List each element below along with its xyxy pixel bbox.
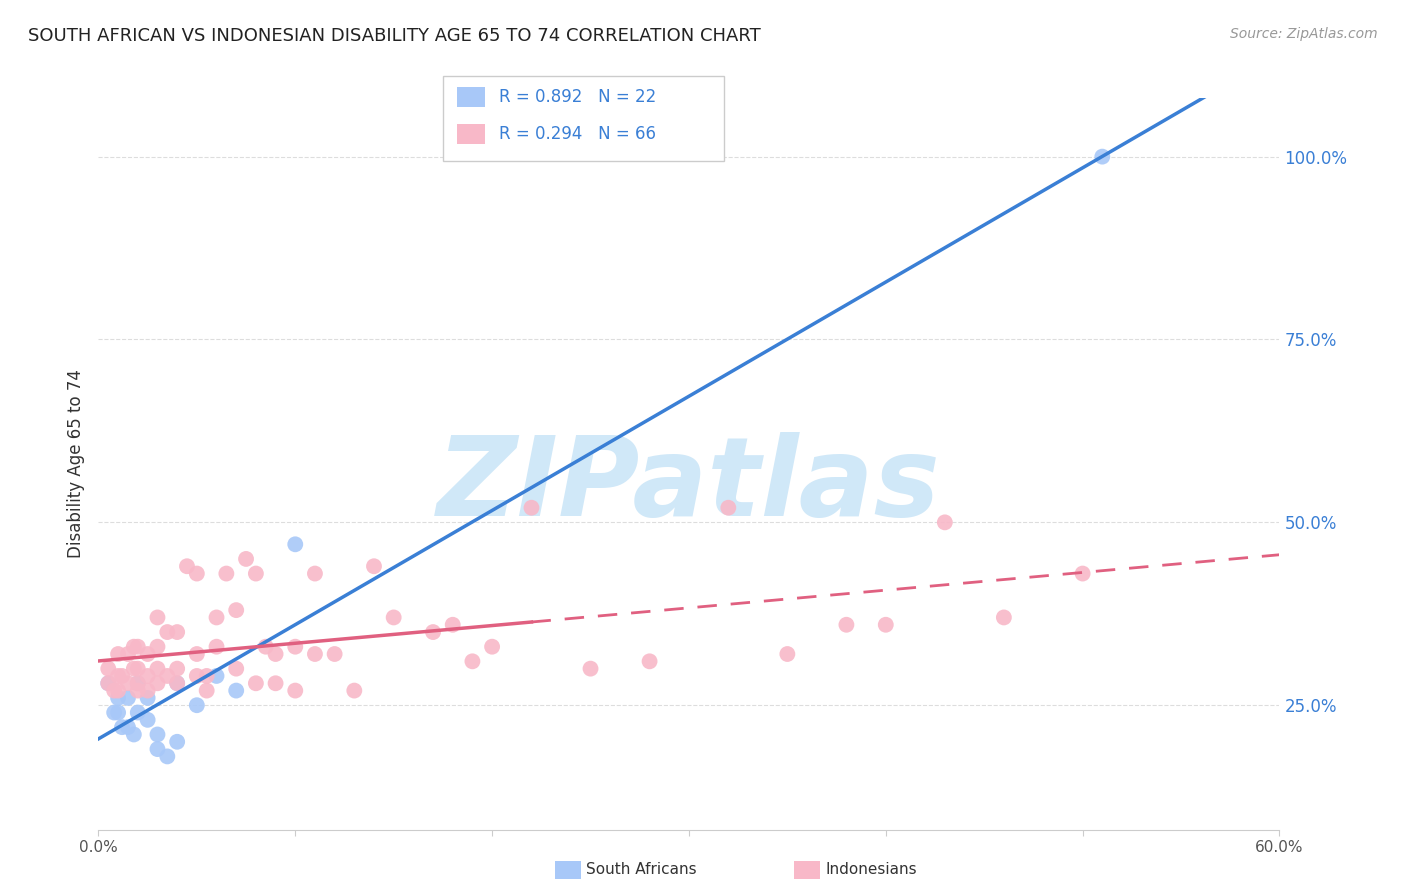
Point xyxy=(107,669,129,683)
Point xyxy=(166,735,188,749)
Point xyxy=(127,683,149,698)
Point xyxy=(122,640,145,654)
Point xyxy=(146,676,169,690)
Point xyxy=(103,706,125,720)
Point xyxy=(97,676,120,690)
Point xyxy=(111,669,134,683)
Point xyxy=(136,683,159,698)
Point xyxy=(245,566,267,581)
Point xyxy=(205,610,228,624)
Point xyxy=(441,617,464,632)
Point xyxy=(122,662,145,676)
Text: Source: ZipAtlas.com: Source: ZipAtlas.com xyxy=(1230,27,1378,41)
Point xyxy=(579,662,602,676)
Point xyxy=(284,640,307,654)
Point xyxy=(304,647,326,661)
Point xyxy=(127,662,149,676)
Point xyxy=(136,690,159,705)
Point xyxy=(382,610,405,624)
Point xyxy=(205,640,228,654)
Point xyxy=(284,683,307,698)
Point xyxy=(107,690,129,705)
Text: Indonesians: Indonesians xyxy=(825,863,917,877)
Text: South Africans: South Africans xyxy=(586,863,697,877)
Point xyxy=(520,500,543,515)
Point xyxy=(136,669,159,683)
Point xyxy=(107,706,129,720)
Point xyxy=(235,552,257,566)
Point xyxy=(166,662,188,676)
Point xyxy=(186,698,208,713)
Point xyxy=(127,676,149,690)
Point xyxy=(195,683,218,698)
Point xyxy=(323,647,346,661)
Point xyxy=(264,647,287,661)
Point xyxy=(481,640,503,654)
Point xyxy=(176,559,198,574)
Point xyxy=(136,713,159,727)
Point xyxy=(215,566,238,581)
Y-axis label: Disability Age 65 to 74: Disability Age 65 to 74 xyxy=(66,369,84,558)
Text: R = 0.892   N = 22: R = 0.892 N = 22 xyxy=(499,88,657,106)
Point xyxy=(304,566,326,581)
Point xyxy=(186,566,208,581)
Point xyxy=(934,516,956,530)
Point xyxy=(993,610,1015,624)
Point xyxy=(166,625,188,640)
Point xyxy=(156,749,179,764)
Point xyxy=(107,683,129,698)
Point xyxy=(146,610,169,624)
Point xyxy=(186,647,208,661)
Point xyxy=(166,676,188,690)
Text: ZIPatlas: ZIPatlas xyxy=(437,433,941,540)
Point xyxy=(195,669,218,683)
Point xyxy=(103,683,125,698)
Point xyxy=(97,676,120,690)
Point xyxy=(1091,150,1114,164)
Point xyxy=(284,537,307,551)
Text: R = 0.294   N = 66: R = 0.294 N = 66 xyxy=(499,125,657,143)
Point xyxy=(225,683,247,698)
Text: SOUTH AFRICAN VS INDONESIAN DISABILITY AGE 65 TO 74 CORRELATION CHART: SOUTH AFRICAN VS INDONESIAN DISABILITY A… xyxy=(28,27,761,45)
Point xyxy=(107,647,129,661)
Point xyxy=(225,603,247,617)
Point xyxy=(363,559,385,574)
Point xyxy=(146,662,169,676)
Point xyxy=(117,676,139,690)
Point xyxy=(225,662,247,676)
Point xyxy=(97,662,120,676)
Point xyxy=(186,669,208,683)
Point xyxy=(254,640,277,654)
Point xyxy=(127,676,149,690)
Point xyxy=(835,617,858,632)
Point xyxy=(422,625,444,640)
Point xyxy=(146,727,169,741)
Point xyxy=(717,500,740,515)
Point xyxy=(875,617,897,632)
Point xyxy=(146,640,169,654)
Point xyxy=(117,647,139,661)
Point xyxy=(343,683,366,698)
Point xyxy=(111,720,134,734)
Point xyxy=(638,654,661,668)
Point xyxy=(264,676,287,690)
Point xyxy=(136,647,159,661)
Point xyxy=(146,742,169,756)
Point xyxy=(156,625,179,640)
Point xyxy=(166,676,188,690)
Point xyxy=(205,669,228,683)
Point xyxy=(245,676,267,690)
Point xyxy=(127,706,149,720)
Point xyxy=(122,727,145,741)
Point xyxy=(117,720,139,734)
Point xyxy=(127,640,149,654)
Point xyxy=(776,647,799,661)
Point xyxy=(1071,566,1094,581)
Point xyxy=(156,669,179,683)
Point xyxy=(117,690,139,705)
Point xyxy=(461,654,484,668)
